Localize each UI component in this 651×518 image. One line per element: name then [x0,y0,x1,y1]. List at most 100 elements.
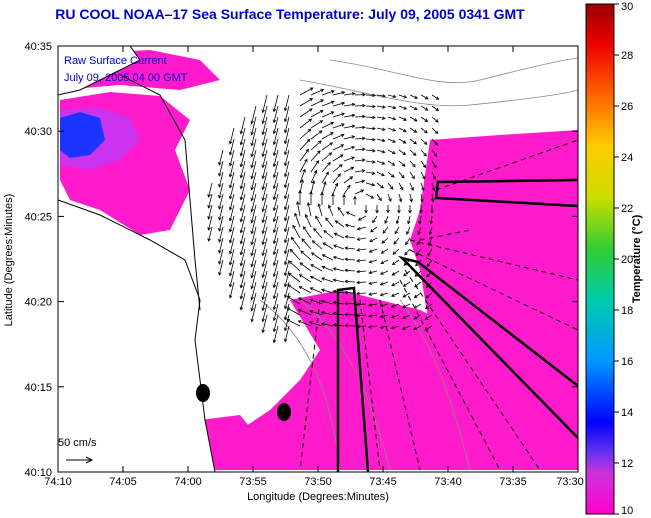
current-vector-head [370,228,374,233]
current-vector-head [345,211,350,215]
y-tick-label: 40:35 [24,41,52,53]
current-vector-head [250,219,254,224]
current-vector-head [228,272,233,277]
current-vector [240,138,246,156]
current-vector-head [356,302,360,307]
sandbar [119,74,201,311]
current-vector [240,182,246,200]
current-vector [380,270,389,275]
current-vector-head [368,314,372,318]
current-vector [240,204,246,222]
current-vector [218,193,224,210]
current-vector-head [402,283,407,287]
current-vector-head [239,262,244,267]
current-vector [357,259,367,262]
current-vector-head [218,183,222,188]
current-vector [299,87,313,96]
current-vector [343,103,355,107]
colorbar-tick-label: 22 [621,203,633,215]
current-vector-head [286,319,290,323]
current-vector-head [290,236,295,241]
current-vector-head [403,272,407,277]
current-vector [299,118,312,129]
current-vector-head [327,161,331,166]
current-vector [357,237,367,240]
current-vector [229,270,235,287]
current-vector [343,166,354,173]
current-vector-head [228,162,233,167]
current-vector [431,105,439,111]
x-tick-label: 73:50 [304,476,332,488]
current-vector-head [378,197,382,202]
current-vector-head [368,259,373,264]
current-vector-head [390,304,395,308]
current-vector [284,94,290,111]
current-vector-head [344,279,348,284]
current-vector [357,248,367,251]
current-vector-head [323,230,328,234]
current-vector-head [393,240,397,245]
current-vector-head [381,240,386,244]
current-vector-head [207,204,211,209]
current-vector-head [381,127,386,131]
current-vector-head [382,116,386,120]
current-vector [376,182,384,189]
current-vector [208,182,213,198]
current-vector [299,262,312,272]
current-vector [335,220,345,228]
current-vector-head [413,294,418,298]
current-vector-head [435,119,439,123]
current-vector-head [371,171,376,175]
current-vector [368,292,378,295]
current-vector-head [250,318,254,323]
current-vector-head [283,228,288,233]
current-vector [345,236,356,239]
current-vector [343,176,353,184]
current-vector [284,127,290,144]
current-vector-head [261,120,265,125]
current-vector-head [283,129,288,134]
current-vector [284,226,290,243]
current-vector-head [361,179,366,184]
current-vector-head [250,241,254,246]
current-vector [309,321,323,327]
current-vector [332,164,343,173]
current-vector-head [347,184,351,189]
current-vector-head [433,153,438,157]
current-vector [380,281,389,286]
current-vector [368,303,378,306]
current-vector [321,152,332,162]
current-vector-head [261,296,265,301]
current-vector-head [283,184,288,189]
current-vector [343,125,355,129]
current-vector-head [403,106,408,110]
current-vector [262,215,268,234]
current-vector [370,226,378,233]
current-vector-head [261,219,265,224]
current-vector-head [261,186,265,191]
current-vector-head [272,240,277,245]
current-vector-head [379,314,384,319]
current-vector-head [401,163,406,167]
current-vector-head [283,327,288,332]
current-vector-head [228,283,233,288]
current-vector [251,182,257,201]
current-vector [380,303,389,307]
current-vector-head [372,126,376,131]
current-vector [372,215,378,223]
current-vector [354,180,365,184]
current-vector-head [409,198,413,203]
current-vector [298,309,312,316]
current-vector [380,292,389,296]
current-vector [262,281,268,300]
current-vector-head [218,216,222,221]
current-vector-head [261,241,265,246]
current-vector [409,149,417,156]
current-vector [345,280,356,283]
current-vector [398,193,402,202]
current-vector [286,319,301,327]
current-vector [424,325,433,331]
current-vector [310,120,323,129]
current-vector [407,215,411,224]
current-vector-head [362,103,366,108]
